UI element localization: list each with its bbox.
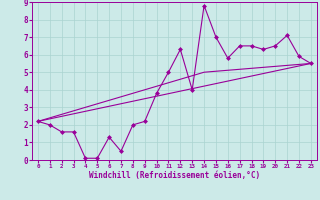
X-axis label: Windchill (Refroidissement éolien,°C): Windchill (Refroidissement éolien,°C) <box>89 171 260 180</box>
